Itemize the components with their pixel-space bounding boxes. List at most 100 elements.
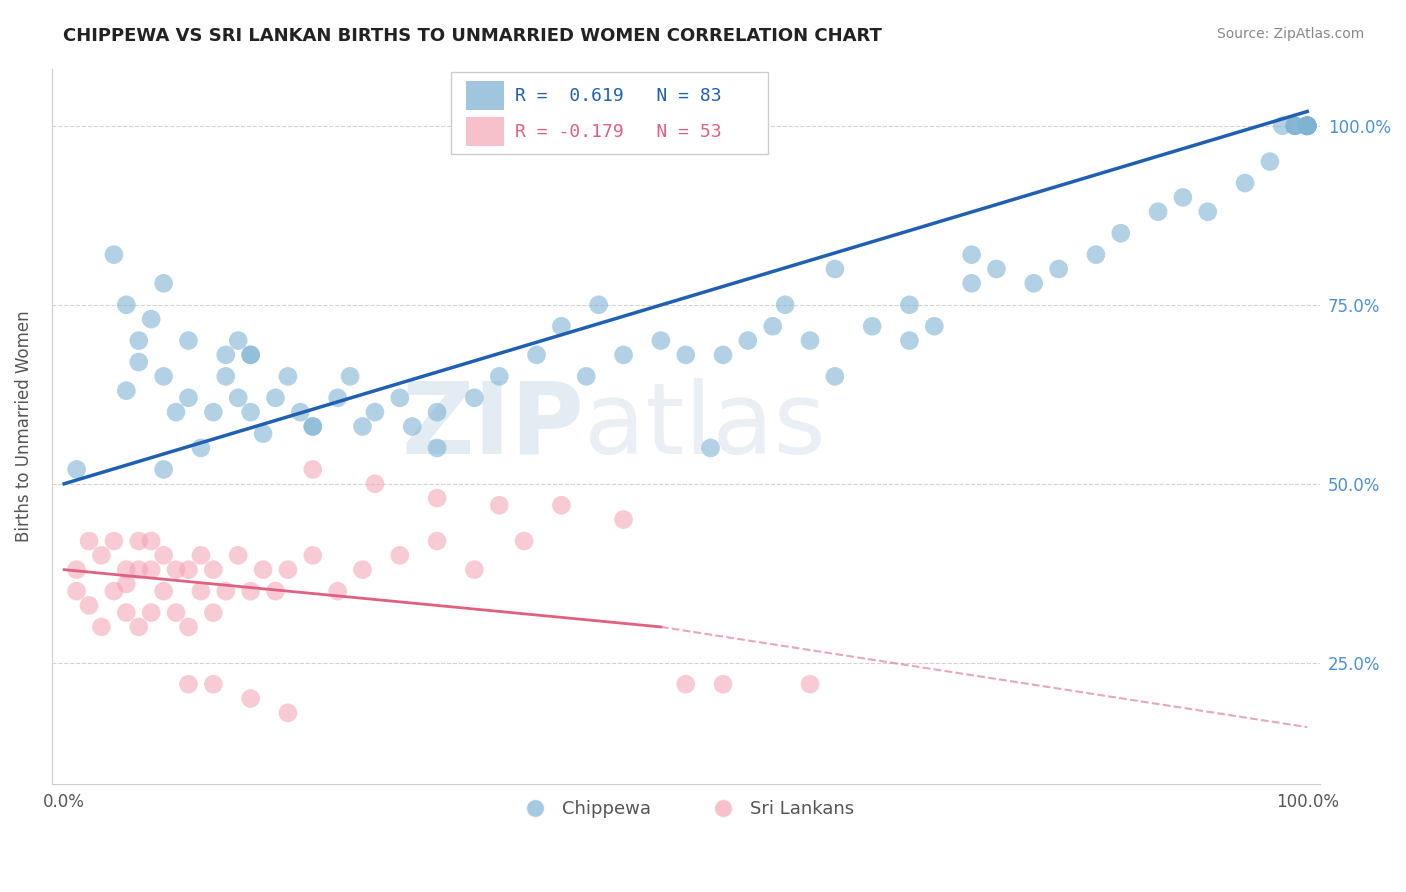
- Text: R =  0.619   N = 83: R = 0.619 N = 83: [515, 87, 721, 104]
- Point: [128, 563, 150, 577]
- Point: [177, 677, 200, 691]
- Point: [426, 491, 449, 505]
- Point: [488, 498, 510, 512]
- Point: [152, 277, 174, 291]
- Point: [675, 677, 697, 691]
- Point: [141, 606, 163, 620]
- Point: [215, 584, 238, 599]
- Point: [799, 677, 821, 691]
- Point: [1084, 247, 1107, 261]
- Point: [190, 549, 212, 563]
- Point: [711, 677, 734, 691]
- Point: [128, 334, 150, 348]
- Point: [799, 334, 821, 348]
- Text: Source: ZipAtlas.com: Source: ZipAtlas.com: [1216, 27, 1364, 41]
- Point: [165, 563, 187, 577]
- Point: [650, 334, 672, 348]
- Point: [65, 563, 87, 577]
- Point: [675, 348, 697, 362]
- Point: [252, 426, 274, 441]
- Point: [90, 620, 112, 634]
- Text: atlas: atlas: [585, 378, 825, 475]
- Point: [190, 441, 212, 455]
- Text: R = -0.179   N = 53: R = -0.179 N = 53: [515, 122, 721, 141]
- Point: [1296, 119, 1319, 133]
- Point: [488, 369, 510, 384]
- Text: ZIP: ZIP: [401, 378, 585, 475]
- Point: [1296, 119, 1319, 133]
- Point: [152, 462, 174, 476]
- Point: [1296, 119, 1319, 133]
- Point: [1296, 119, 1319, 133]
- Point: [1296, 119, 1319, 133]
- Point: [141, 534, 163, 549]
- FancyBboxPatch shape: [451, 72, 768, 154]
- Point: [141, 563, 163, 577]
- Point: [177, 391, 200, 405]
- Point: [550, 498, 572, 512]
- Point: [239, 405, 262, 419]
- Point: [277, 369, 299, 384]
- Point: [426, 405, 449, 419]
- Point: [65, 584, 87, 599]
- Point: [1271, 119, 1294, 133]
- Point: [264, 584, 287, 599]
- Point: [824, 262, 846, 277]
- Y-axis label: Births to Unmarried Women: Births to Unmarried Women: [15, 310, 32, 542]
- Point: [252, 563, 274, 577]
- Point: [1197, 204, 1219, 219]
- Point: [960, 247, 983, 261]
- Point: [202, 405, 225, 419]
- Point: [1296, 119, 1319, 133]
- Point: [339, 369, 361, 384]
- Point: [202, 606, 225, 620]
- Point: [103, 534, 125, 549]
- Bar: [467, 81, 505, 110]
- Point: [77, 534, 100, 549]
- Point: [301, 462, 323, 476]
- Point: [226, 334, 249, 348]
- Text: CHIPPEWA VS SRI LANKAN BIRTHS TO UNMARRIED WOMEN CORRELATION CHART: CHIPPEWA VS SRI LANKAN BIRTHS TO UNMARRI…: [63, 27, 882, 45]
- Point: [264, 391, 287, 405]
- Point: [1258, 154, 1281, 169]
- Point: [1296, 119, 1319, 133]
- Point: [190, 584, 212, 599]
- Point: [762, 319, 785, 334]
- Point: [202, 677, 225, 691]
- Point: [550, 319, 572, 334]
- Point: [388, 391, 411, 405]
- Point: [301, 549, 323, 563]
- Point: [352, 419, 374, 434]
- Point: [737, 334, 759, 348]
- Point: [1284, 119, 1306, 133]
- Point: [364, 476, 387, 491]
- Point: [364, 405, 387, 419]
- Point: [1109, 226, 1132, 240]
- Point: [239, 691, 262, 706]
- Point: [326, 584, 349, 599]
- Point: [277, 706, 299, 720]
- Point: [115, 298, 138, 312]
- Point: [177, 620, 200, 634]
- Point: [1234, 176, 1257, 190]
- Point: [128, 620, 150, 634]
- Point: [226, 549, 249, 563]
- Point: [239, 348, 262, 362]
- Point: [103, 247, 125, 261]
- Point: [401, 419, 423, 434]
- Point: [152, 584, 174, 599]
- Point: [239, 348, 262, 362]
- Point: [277, 563, 299, 577]
- Point: [152, 369, 174, 384]
- Point: [165, 405, 187, 419]
- Point: [115, 563, 138, 577]
- Point: [290, 405, 312, 419]
- Point: [612, 348, 634, 362]
- Point: [924, 319, 946, 334]
- Point: [388, 549, 411, 563]
- Point: [463, 391, 485, 405]
- Point: [1147, 204, 1170, 219]
- Point: [115, 577, 138, 591]
- Point: [152, 549, 174, 563]
- Point: [90, 549, 112, 563]
